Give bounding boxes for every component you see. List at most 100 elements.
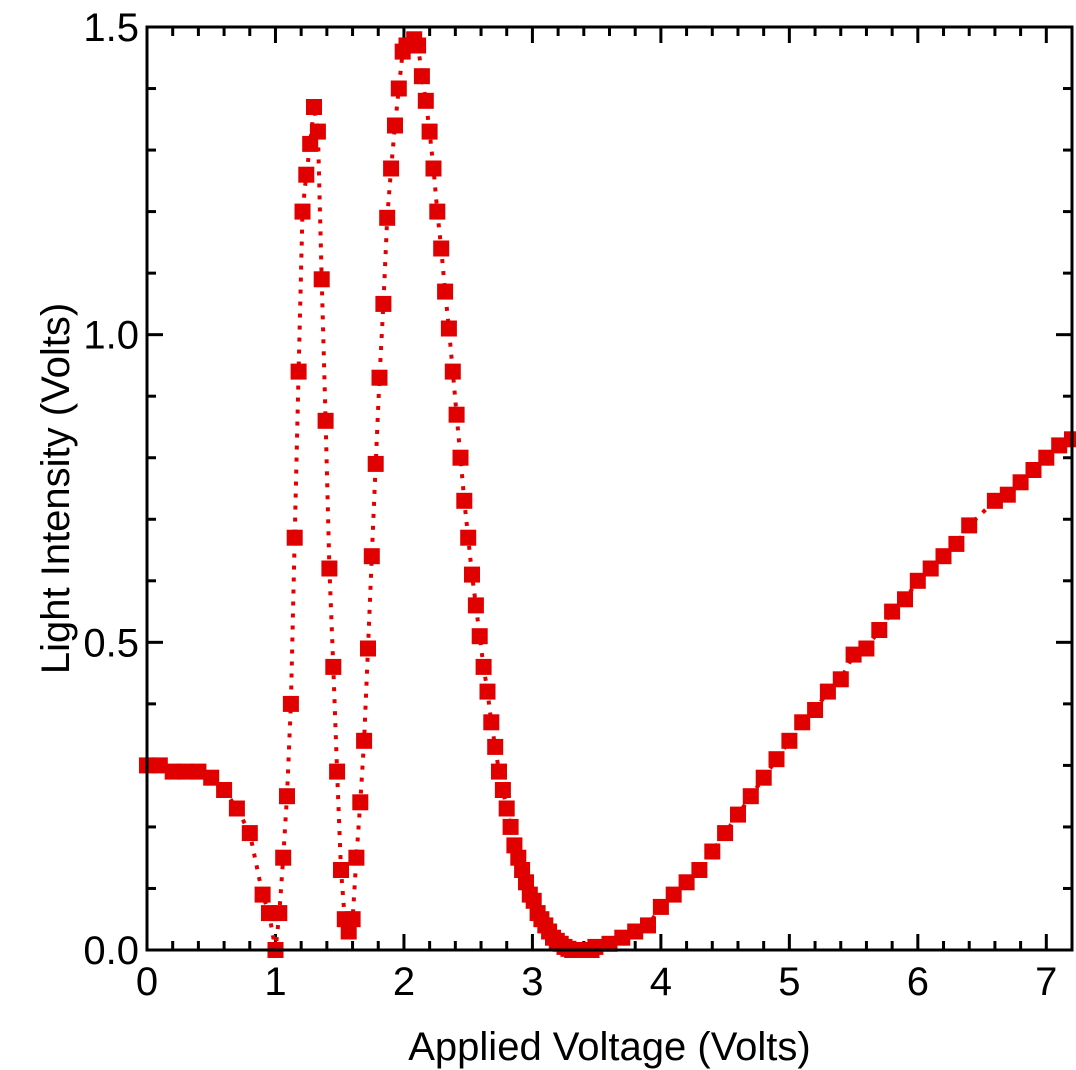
- data-point: [275, 849, 292, 866]
- data-point: [1012, 474, 1029, 491]
- data-point: [832, 671, 849, 688]
- data-point: [909, 572, 926, 589]
- y-tick-label: 0.5: [83, 621, 139, 665]
- data-point: [360, 640, 376, 657]
- data-point: [417, 92, 434, 109]
- data-point: [387, 117, 403, 134]
- data-point: [464, 566, 480, 583]
- data-point: [429, 203, 446, 220]
- data-point: [460, 529, 477, 546]
- data-point: [471, 628, 488, 645]
- data-point: [444, 363, 461, 380]
- data-point: [819, 683, 836, 700]
- data-point: [755, 769, 772, 786]
- data-point: [390, 80, 407, 97]
- data-point: [730, 806, 746, 823]
- data-point: [344, 911, 361, 928]
- data-point: [352, 794, 369, 811]
- data-point: [254, 886, 271, 903]
- data-point: [290, 363, 307, 380]
- data-point: [321, 560, 338, 577]
- data-point: [164, 763, 181, 780]
- markers-layer: [139, 31, 1076, 958]
- data-point: [452, 449, 469, 466]
- data-point: [348, 849, 365, 866]
- data-point: [587, 938, 604, 955]
- x-tick-label: 1: [264, 960, 286, 1004]
- data-point: [333, 862, 349, 878]
- data-point: [614, 929, 631, 946]
- data-point: [1051, 437, 1068, 454]
- data-point: [203, 769, 220, 786]
- data-point: [502, 818, 519, 835]
- data-point: [294, 203, 311, 220]
- data-point: [627, 923, 644, 940]
- data-point: [897, 591, 913, 608]
- ticks-layer: [145, 25, 1074, 952]
- data-point: [282, 695, 299, 712]
- data-point: [363, 548, 380, 565]
- data-point: [506, 837, 523, 854]
- data-point: [717, 825, 734, 842]
- data-point: [922, 560, 939, 577]
- data-point: [986, 492, 1003, 509]
- data-point: [190, 763, 207, 780]
- data-point: [999, 486, 1016, 503]
- data-point: [325, 658, 342, 675]
- data-point: [379, 209, 396, 226]
- data-point: [286, 529, 303, 546]
- data-point: [678, 874, 695, 891]
- x-axis-label: Applied Voltage (Volts): [408, 1025, 810, 1069]
- data-point: [768, 751, 785, 768]
- data-point: [383, 160, 400, 177]
- data-point: [807, 702, 824, 718]
- data-point: [691, 862, 708, 878]
- data-point: [487, 738, 504, 755]
- data-point: [514, 862, 531, 878]
- data-point: [413, 68, 430, 85]
- data-point: [440, 320, 457, 337]
- data-point: [494, 782, 511, 798]
- data-point: [313, 271, 330, 288]
- data-point: [371, 369, 388, 386]
- data-point: [665, 886, 682, 903]
- data-point: [467, 597, 484, 614]
- data-point: [845, 646, 862, 663]
- x-tick-label: 4: [650, 960, 672, 1004]
- data-point: [367, 455, 384, 472]
- data-point: [1038, 449, 1055, 466]
- data-point: [456, 492, 473, 509]
- x-tick-label: 2: [393, 960, 415, 1004]
- y-tick-label: 1.5: [83, 6, 139, 50]
- data-point: [884, 603, 901, 620]
- data-point: [525, 892, 542, 909]
- data-point: [640, 917, 656, 934]
- data-point: [510, 849, 527, 866]
- data-point: [498, 800, 515, 817]
- data-point: [271, 905, 288, 922]
- data-point: [241, 825, 258, 842]
- data-point: [279, 788, 295, 805]
- data-point: [425, 160, 442, 177]
- data-point: [742, 788, 759, 805]
- data-point: [437, 283, 454, 300]
- data-point: [302, 135, 319, 152]
- data-point: [356, 732, 373, 749]
- data-point: [375, 295, 392, 312]
- data-point: [421, 123, 438, 140]
- data-point: [948, 535, 965, 552]
- x-tick-label: 5: [778, 960, 800, 1004]
- data-point: [652, 898, 669, 915]
- data-point: [410, 37, 427, 54]
- data-point: [479, 683, 496, 700]
- data-point: [704, 843, 721, 860]
- data-point: [794, 714, 811, 731]
- y-tick-label: 0.0: [83, 929, 139, 973]
- x-tick-label: 7: [1035, 960, 1057, 1004]
- y-axis-label: Light Intensity (Volts): [34, 303, 78, 674]
- x-tick-label: 3: [521, 960, 543, 1004]
- data-point: [475, 658, 492, 675]
- data-point: [298, 166, 315, 183]
- data-point: [329, 763, 346, 780]
